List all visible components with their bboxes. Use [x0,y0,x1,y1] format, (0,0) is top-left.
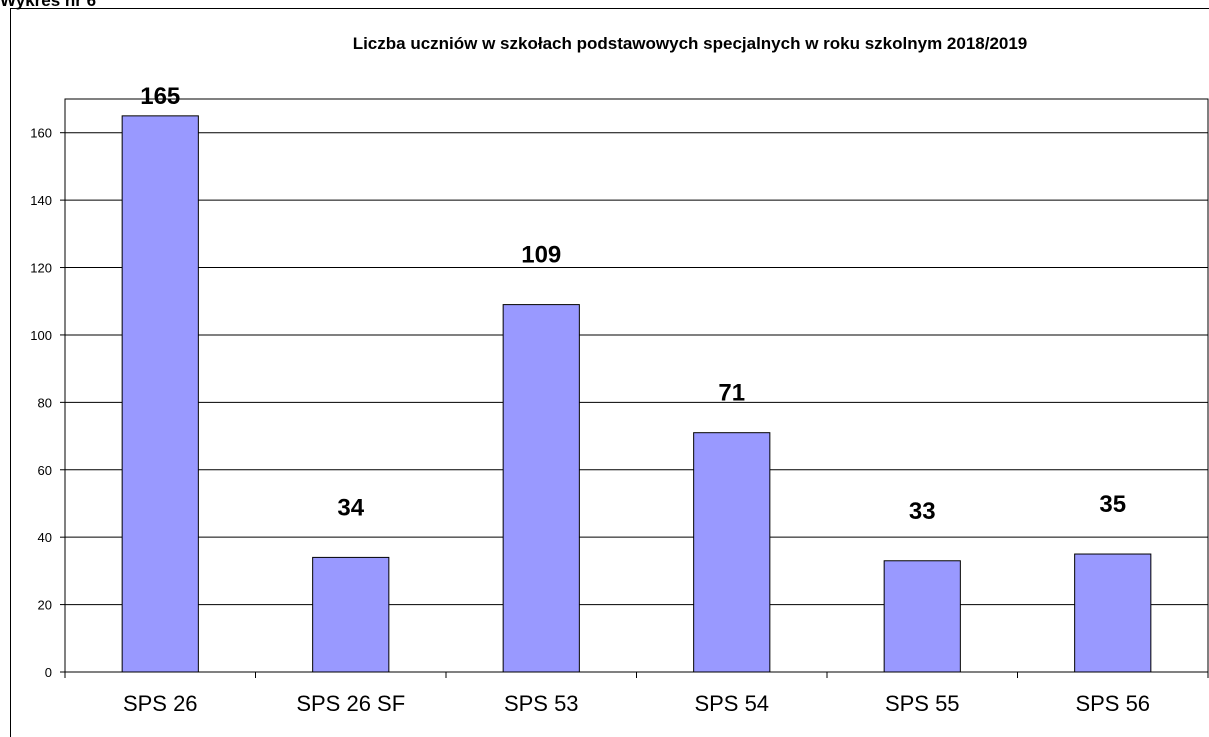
value-label: 33 [909,498,936,525]
bar [883,560,961,673]
chart-title: Liczba uczniów w szkołach podstawowych s… [353,34,1028,53]
plot-area [64,98,1209,673]
value-label: 109 [521,242,561,269]
bar [312,556,390,673]
y-tick-label: 120 [30,261,52,276]
value-label: 34 [337,494,364,521]
y-tick-label: 60 [38,463,52,478]
y-tick-label: 140 [30,193,52,208]
x-tick-label: SPS 56 [1075,691,1150,716]
y-tick-label: 0 [45,665,52,680]
y-tick-label: 100 [30,328,52,343]
value-label: 71 [718,380,745,407]
x-tick-label: SPS 53 [504,691,579,716]
y-tick-label: 160 [30,126,52,141]
bar [121,115,199,673]
page-header: Wykres nr 6 [0,0,96,10]
y-tick-label: 40 [38,530,52,545]
y-tick-label: 20 [38,598,52,613]
chart-frame [10,8,1209,737]
value-label: 35 [1099,491,1126,518]
x-tick-label: SPS 54 [694,691,769,716]
bar [502,304,580,673]
y-tick-label: 80 [38,395,52,410]
x-tick-label: SPS 55 [885,691,960,716]
value-label: 165 [140,83,180,110]
x-tick-label: SPS 26 [123,691,198,716]
bar [693,432,771,673]
x-tick-label: SPS 26 SF [296,691,405,716]
bar [1074,553,1152,673]
